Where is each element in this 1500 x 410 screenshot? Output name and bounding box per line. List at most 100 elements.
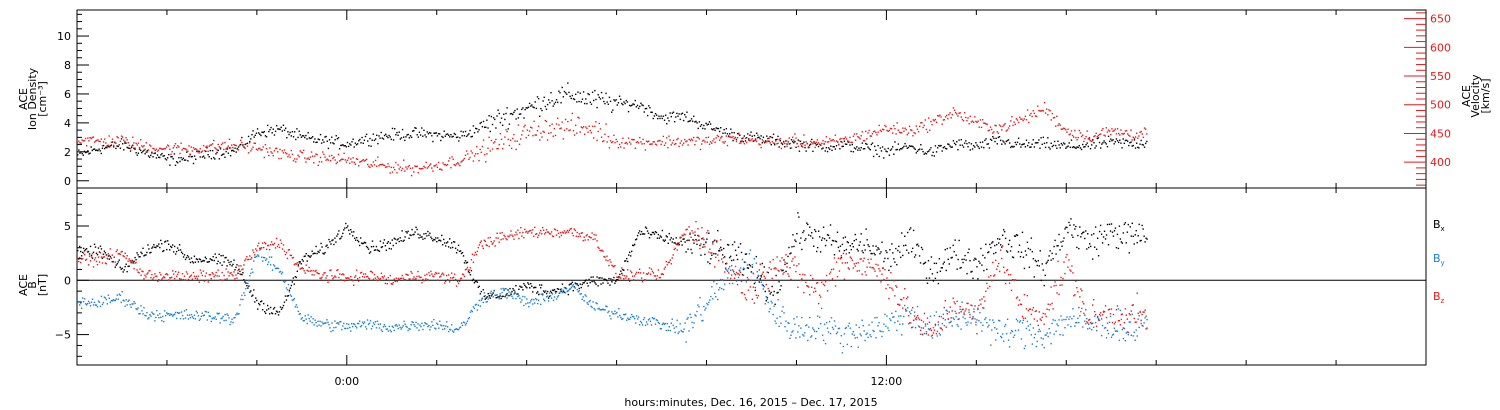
bz-point xyxy=(406,274,408,276)
bx-point xyxy=(308,255,310,257)
by-point xyxy=(146,311,148,314)
bx-point xyxy=(866,239,868,241)
by-point xyxy=(144,314,146,317)
bx-point xyxy=(346,226,348,229)
velocity-point xyxy=(226,147,228,149)
by-point xyxy=(1004,323,1007,326)
bx-point xyxy=(434,239,436,241)
by-point xyxy=(240,298,242,301)
bz-point xyxy=(300,267,302,270)
density-point xyxy=(562,96,565,98)
velocity-point xyxy=(118,144,120,146)
by-point xyxy=(807,339,809,342)
bx-point xyxy=(391,239,393,241)
bz-point xyxy=(716,240,718,242)
bz-point xyxy=(303,270,305,272)
density-point xyxy=(642,104,644,107)
density-point xyxy=(832,145,834,148)
by-point xyxy=(819,323,822,325)
by-point xyxy=(566,290,569,293)
velocity-point xyxy=(1052,117,1055,119)
density-point xyxy=(725,127,728,130)
bz-point xyxy=(326,275,328,277)
bz-point xyxy=(669,259,671,261)
velocity-point xyxy=(603,140,605,142)
by-point xyxy=(396,325,398,327)
bx-point xyxy=(219,262,221,264)
velocity-point xyxy=(734,137,737,139)
by-point xyxy=(1035,345,1037,348)
bx-point xyxy=(311,250,313,252)
bx-point xyxy=(509,287,511,290)
by-point xyxy=(693,322,695,324)
by-point xyxy=(223,319,225,322)
bx-point xyxy=(952,244,954,247)
velocity-point xyxy=(913,131,915,134)
bx-point xyxy=(318,251,320,254)
bz-point xyxy=(273,242,276,245)
density-point xyxy=(958,139,960,141)
velocity-point xyxy=(328,155,331,157)
by-point xyxy=(124,305,126,307)
bz-point xyxy=(417,270,419,273)
density-point xyxy=(755,132,758,134)
velocity-point xyxy=(444,163,447,166)
density-point xyxy=(171,156,173,158)
bz-point xyxy=(820,281,823,284)
bx-point xyxy=(1103,230,1106,233)
bx-point xyxy=(785,270,787,273)
bx-point xyxy=(753,282,756,285)
bx-point xyxy=(345,222,347,225)
bx-point xyxy=(459,250,462,252)
bx-point xyxy=(905,244,907,247)
top-right-tick-label: 550 xyxy=(1430,70,1451,83)
bx-point xyxy=(980,247,982,250)
by-point xyxy=(353,323,356,326)
density-point xyxy=(1060,142,1063,145)
density-point xyxy=(707,123,710,125)
by-point xyxy=(1137,318,1139,320)
bx-point xyxy=(786,262,788,265)
by-point xyxy=(497,296,499,299)
by-point xyxy=(910,309,913,311)
velocity-point xyxy=(661,140,663,143)
by-point xyxy=(374,321,377,323)
by-point xyxy=(261,260,264,262)
bx-point xyxy=(329,241,331,243)
bx-point xyxy=(896,263,898,266)
bz-point xyxy=(104,262,107,264)
bx-point xyxy=(619,273,621,276)
density-point xyxy=(878,155,880,158)
bz-point xyxy=(91,252,94,255)
bz-point xyxy=(474,251,477,254)
density-point xyxy=(532,106,534,108)
density-point xyxy=(749,134,751,136)
velocity-point xyxy=(974,116,976,118)
velocity-point xyxy=(261,149,263,151)
density-point xyxy=(779,140,782,142)
by-point xyxy=(1102,310,1105,313)
bx-point xyxy=(365,245,368,248)
bz-point xyxy=(470,259,473,261)
velocity-point xyxy=(787,140,789,143)
bz-point xyxy=(378,279,381,281)
velocity-point xyxy=(202,144,205,147)
bz-point xyxy=(671,257,673,259)
bx-point xyxy=(953,250,955,253)
velocity-point xyxy=(843,137,846,140)
velocity-point xyxy=(1024,115,1027,117)
bz-point xyxy=(657,269,660,271)
bx-point xyxy=(833,254,836,256)
bz-point xyxy=(718,259,720,262)
density-point xyxy=(1130,141,1132,143)
bx-point xyxy=(353,237,356,240)
bz-point xyxy=(537,234,540,237)
velocity-point xyxy=(829,138,831,140)
by-point xyxy=(112,299,115,301)
bx-point xyxy=(645,227,648,230)
density-point xyxy=(159,156,161,159)
bz-point xyxy=(157,280,159,283)
density-point xyxy=(226,148,228,150)
by-point xyxy=(984,318,986,321)
by-point xyxy=(677,332,679,335)
